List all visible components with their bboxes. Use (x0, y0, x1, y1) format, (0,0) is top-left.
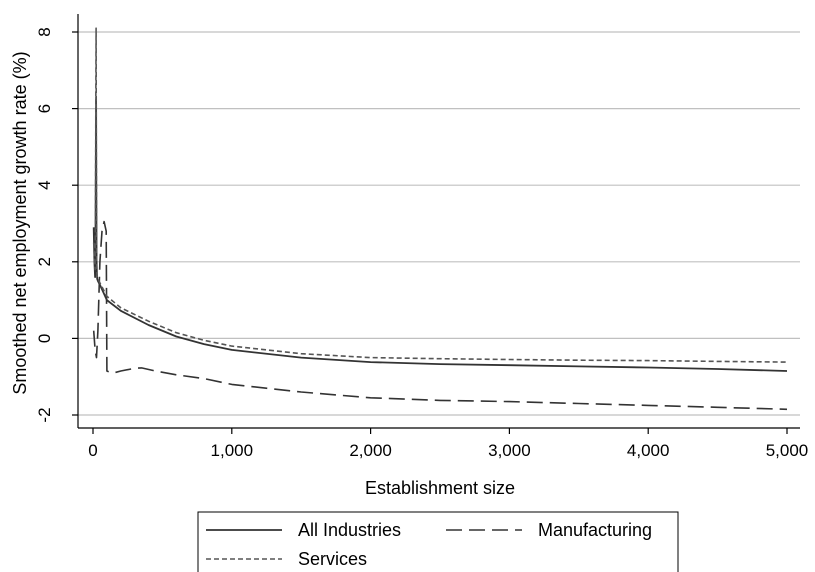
legend-label: Services (298, 549, 367, 569)
legend-box (197, 511, 679, 572)
x-tick-label: 3,000 (488, 441, 531, 460)
y-tick-label: 6 (35, 104, 54, 113)
plot-area: 0 1,000 2,000 3,000 4,000 5,000 -2 0 2 4 6 8 (35, 14, 808, 460)
y-tick-label: -2 (35, 407, 54, 422)
series-line-services (92, 27, 788, 363)
legend-label: Manufacturing (538, 520, 652, 540)
x-tick-label: 1,000 (211, 441, 254, 460)
x-tick-label: 2,000 (349, 441, 392, 460)
legend: All Industries Manufacturing Services (197, 511, 679, 572)
series-layer (92, 27, 788, 411)
x-axis-label: Establishment size (365, 478, 515, 498)
series-line-manufacturing (92, 220, 788, 411)
legend-items: All Industries Manufacturing Services (206, 520, 652, 569)
x-tick-label: 5,000 (766, 441, 809, 460)
y-tick-label: 0 (35, 334, 54, 343)
y-tick-label: 2 (35, 257, 54, 266)
y-tick-label: 4 (35, 180, 54, 189)
y-axis-label: Smoothed net employment growth rate (%) (10, 51, 30, 394)
x-tick-label: 0 (88, 441, 97, 460)
x-ticks: 0 1,000 2,000 3,000 4,000 5,000 (88, 428, 808, 460)
y-tick-label: 8 (35, 27, 54, 36)
x-tick-label: 4,000 (627, 441, 670, 460)
y-ticks: -2 0 2 4 6 8 (35, 27, 78, 423)
legend-label: All Industries (298, 520, 401, 540)
